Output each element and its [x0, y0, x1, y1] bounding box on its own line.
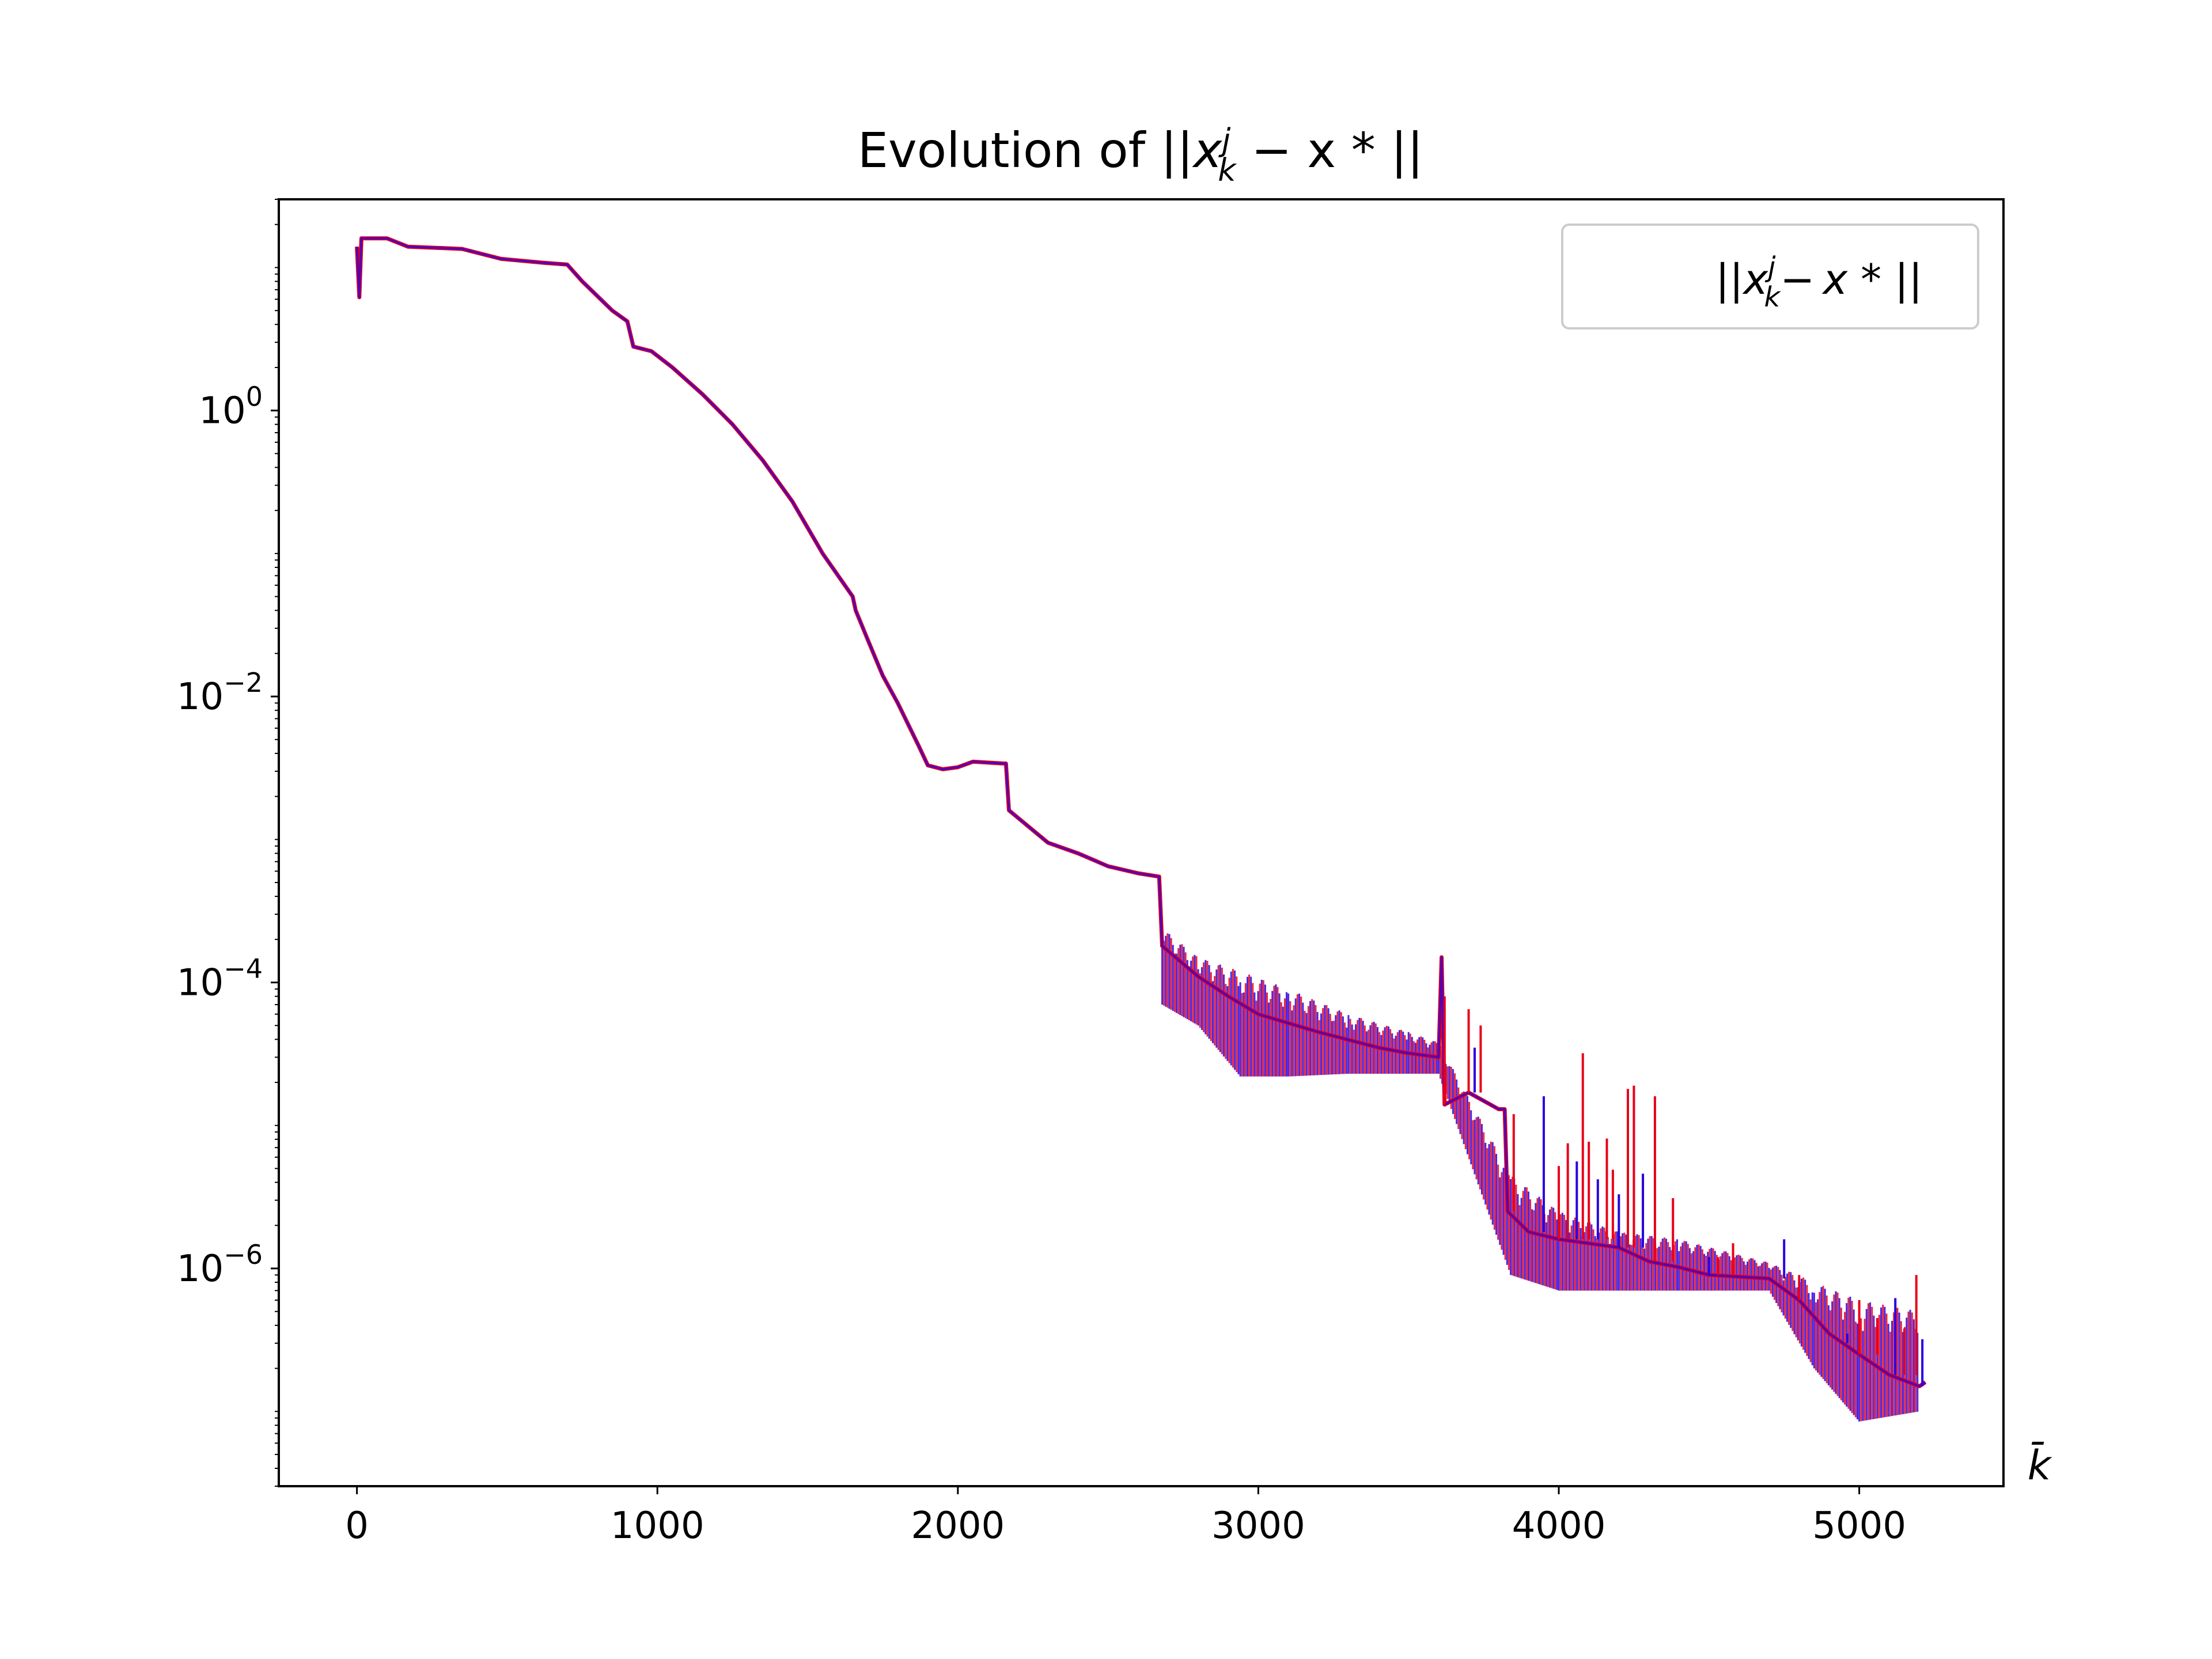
title-sub: k — [1218, 152, 1237, 188]
legend: ||xj k− x * || — [1561, 224, 1979, 329]
y-tick-label: 100 — [199, 381, 263, 433]
title-prefix: Evolution of || — [858, 122, 1194, 179]
x-tick-label: 4000 — [1512, 1505, 1606, 1547]
x-axis-label: k̄ — [2028, 1441, 2052, 1489]
y-tick-label: 10−2 — [177, 667, 263, 718]
x-tick-label: 2000 — [911, 1505, 1005, 1547]
legend-box — [1561, 224, 1979, 329]
x-tick-label: 1000 — [611, 1505, 704, 1547]
x-tick-label: 3000 — [1211, 1505, 1305, 1547]
x-tick-label: 5000 — [1812, 1505, 1906, 1547]
data-layer — [355, 236, 1927, 1422]
series-line-blue — [355, 237, 1926, 1388]
legend-label: ||xj k− x * || — [1715, 251, 1923, 313]
y-tick-label: 10−6 — [177, 1239, 263, 1290]
x-tick-label: 0 — [345, 1505, 369, 1547]
y-axis: 100 10−2 10−4 10−6 — [177, 199, 279, 1487]
series-line-red — [355, 236, 1927, 1388]
title-x: x — [1192, 122, 1223, 179]
x-axis: 0 1000 2000 3000 4000 5000 — [345, 1486, 1906, 1547]
title-suffix: − x * || — [1236, 122, 1424, 179]
plot-frame — [278, 198, 2005, 1487]
chart-title: Evolution of ||xj k − x * || — [858, 122, 1423, 188]
y-tick-label: 10−4 — [177, 953, 263, 1005]
